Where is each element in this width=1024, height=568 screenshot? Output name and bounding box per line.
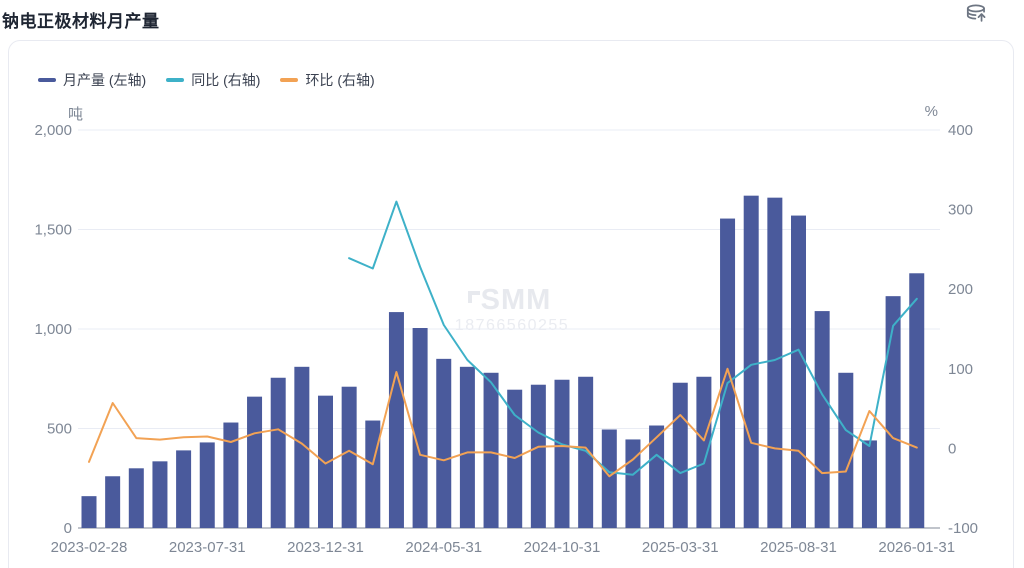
database-upload-icon [964, 3, 990, 32]
legend-label-production: 月产量 (左轴) [63, 72, 147, 88]
legend: 月产量 (左轴) 同比 (右轴) 环比 (右轴) [38, 70, 395, 90]
chart-card [8, 40, 1014, 568]
legend-dash-production [38, 78, 56, 82]
legend-dash-mom [280, 78, 299, 82]
left-axis-unit: 吨 [68, 106, 84, 123]
export-data-button[interactable] [962, 2, 992, 32]
page-title: 钠电正极材料月产量 [2, 12, 160, 31]
legend-label-yoy: 同比 (右轴) [191, 72, 261, 88]
legend-dash-yoy [166, 78, 185, 82]
legend-item-mom[interactable]: 环比 (右轴) [280, 70, 375, 90]
legend-item-yoy[interactable]: 同比 (右轴) [166, 70, 260, 90]
right-axis-unit: % [924, 103, 938, 120]
legend-item-production[interactable]: 月产量 (左轴) [38, 70, 146, 90]
legend-label-mom: 环比 (右轴) [305, 72, 375, 88]
